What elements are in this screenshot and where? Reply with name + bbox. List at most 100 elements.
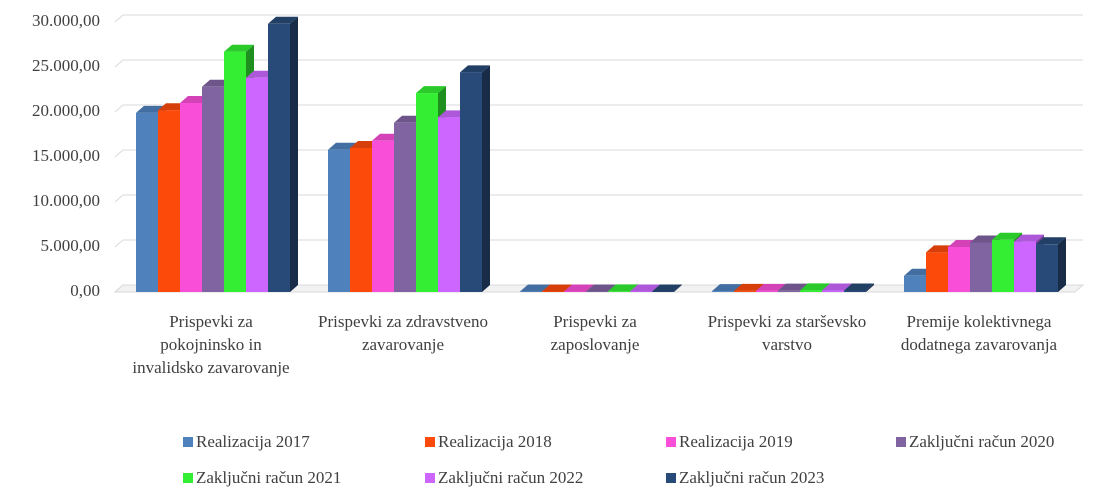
legend-swatch [425, 437, 435, 447]
y-tick-label: 5.000,00 [41, 236, 101, 255]
bar [630, 291, 652, 292]
legend-item: Realizacija 2017 [183, 432, 310, 452]
bar [158, 110, 180, 292]
bar [778, 290, 800, 292]
bar [992, 239, 1014, 292]
bar [970, 242, 992, 292]
bar [268, 23, 290, 293]
bar [328, 149, 350, 292]
legend-item: Zaključni račun 2022 [425, 468, 583, 488]
bar-top [756, 283, 786, 291]
grid-line [114, 239, 124, 248]
bar-side [674, 284, 682, 292]
bar-top [778, 283, 808, 291]
bar [652, 291, 674, 292]
bar-top [416, 86, 446, 94]
x-tick-label: Prispevki za zdravstveno zavarovanje [318, 312, 488, 354]
bar [1014, 241, 1036, 292]
bar [136, 112, 158, 293]
legend-swatch [666, 437, 676, 447]
bar [608, 291, 630, 292]
legend-item: Zaključni račun 2020 [896, 432, 1054, 452]
bar [926, 252, 948, 292]
legend-item: Zaključni račun 2023 [666, 468, 824, 488]
legend-item: Zaključni račun 2021 [183, 468, 341, 488]
bar [800, 290, 822, 292]
bar [904, 275, 926, 292]
bar-top [542, 284, 572, 292]
legend-item: Realizacija 2019 [666, 432, 793, 452]
bar-top [630, 284, 660, 292]
legend-swatch [425, 473, 435, 483]
y-tick-label: 0,00 [70, 281, 100, 300]
legend-label: Realizacija 2017 [196, 432, 310, 451]
bar-top [1036, 237, 1066, 245]
bar-top [652, 284, 682, 292]
legend-label: Zaključni račun 2022 [438, 468, 584, 487]
bar-top [844, 283, 874, 291]
bar-top [800, 283, 830, 291]
bar [394, 122, 416, 292]
legend-label: Zaključni račun 2021 [196, 468, 342, 487]
bar [564, 291, 586, 292]
x-tick-label: Premije kolektivnega dodatnega zavarovan… [900, 312, 1058, 354]
grid-line [114, 14, 124, 23]
bar-top [460, 65, 490, 73]
legend-label: Realizacija 2018 [438, 432, 552, 451]
bar [180, 103, 202, 292]
bar-top [608, 284, 638, 292]
bar-side [1058, 237, 1066, 292]
bar [586, 291, 608, 292]
bar [438, 117, 460, 293]
bar [734, 290, 756, 292]
bar-top [564, 284, 594, 292]
legend-label: Realizacija 2019 [679, 432, 793, 451]
x-tick-label: Prispevki za starševsko varstvo [707, 312, 867, 354]
bar-side [290, 16, 298, 293]
y-tick-label: 10.000,00 [32, 191, 100, 210]
bar [1036, 244, 1058, 292]
bar [246, 77, 268, 292]
bar [542, 291, 564, 292]
bar [416, 93, 438, 292]
legend-swatch [183, 473, 193, 483]
bar [350, 148, 372, 292]
grid-line [114, 104, 124, 113]
y-tick-label: 25.000,00 [32, 56, 100, 75]
bar [844, 290, 866, 292]
bar [224, 51, 246, 293]
bar [948, 247, 970, 292]
y-tick-label: 15.000,00 [32, 146, 100, 165]
y-tick-label: 30.000,00 [32, 11, 100, 30]
grid-line [114, 194, 124, 203]
bar-side [866, 283, 874, 292]
bar [202, 86, 224, 292]
legend-label: Zaključni račun 2020 [909, 432, 1055, 451]
bar [712, 291, 734, 292]
grid-line [114, 149, 124, 158]
legend-swatch [183, 437, 193, 447]
x-tick-label: Prispevki za zaposlovanje [550, 312, 640, 354]
x-tick-label: Prispevki za pokojninsko in invalidsko z… [132, 312, 290, 377]
bar-top [734, 283, 764, 291]
bar [822, 290, 844, 292]
bar-side [482, 65, 490, 293]
legend-swatch [896, 437, 906, 447]
bar [756, 290, 778, 292]
grid-line [114, 59, 124, 68]
bar-top [268, 16, 298, 24]
bar-top [224, 44, 254, 52]
legend-item: Realizacija 2018 [425, 432, 552, 452]
bar-top [992, 232, 1022, 240]
legend-swatch [666, 473, 676, 483]
y-tick-label: 20.000,00 [32, 101, 100, 120]
bar-top [822, 283, 852, 291]
bar-top [712, 284, 742, 292]
bar-top [586, 284, 616, 292]
bar [460, 72, 482, 293]
legend-label: Zaključni račun 2023 [679, 468, 825, 487]
bar-top [1014, 234, 1044, 242]
bar-top [520, 284, 550, 292]
